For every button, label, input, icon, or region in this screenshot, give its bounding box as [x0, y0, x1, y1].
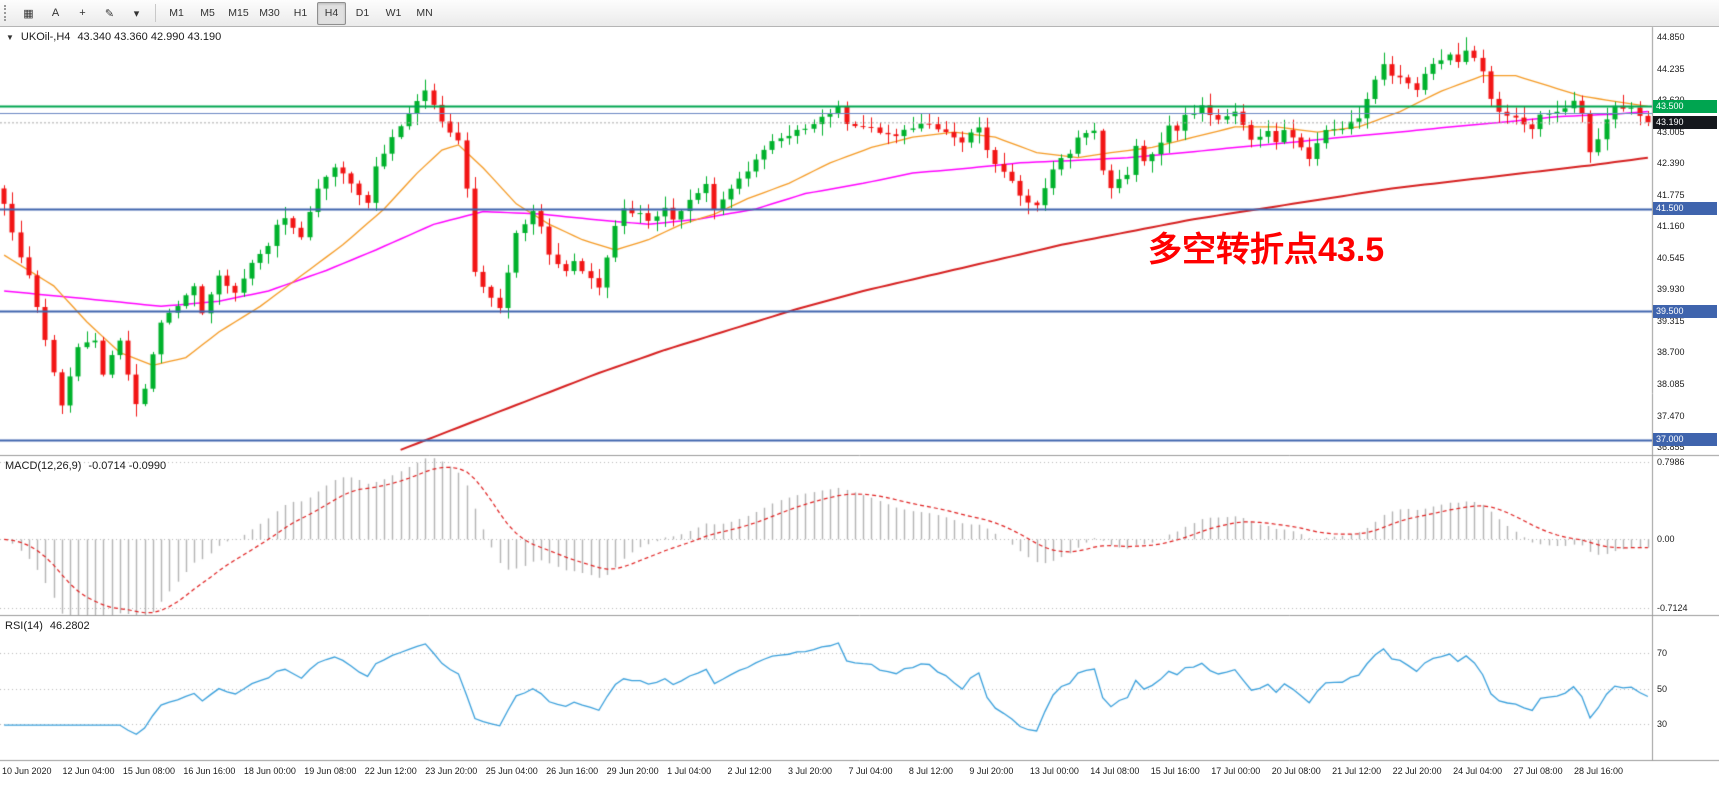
tool-buttons-group: ▦ A + ✎ ▾ — [16, 2, 149, 25]
level-price-badge: 37.000 — [1653, 433, 1717, 447]
time-axis-label: 3 Jul 20:00 — [788, 766, 833, 776]
time-axis-label: 25 Jun 04:00 — [485, 766, 538, 776]
time-axis-label: 27 Jul 08:00 — [1513, 766, 1563, 776]
toolbar: ▦ A + ✎ ▾ M1 M5 M15 M30 H1 H4 D1 W1 MN — [0, 0, 1719, 27]
macd-scale-label: 0.00 — [1657, 534, 1675, 545]
rsi-scale-label: 50 — [1657, 683, 1668, 694]
dropdown-arrow-icon[interactable]: ▾ — [133, 7, 140, 20]
rsi-scale-label: 30 — [1657, 719, 1668, 730]
ohlc-values: 43.340 43.360 42.990 43.190 — [77, 31, 222, 43]
time-axis-label: 29 Jun 20:00 — [606, 766, 659, 776]
time-axis-label: 15 Jun 08:00 — [122, 766, 175, 776]
price-scale-label: 42.390 — [1657, 158, 1685, 169]
macd-scale-label: 0.7986 — [1657, 456, 1685, 467]
time-axis-label: 1 Jul 04:00 — [667, 766, 712, 776]
timeframe-button-m1[interactable]: M1 — [169, 7, 184, 19]
timeframe-button-w1[interactable]: W1 — [385, 7, 402, 19]
time-axis-label: 10 Jun 2020 — [2, 766, 52, 776]
time-axis-label: 23 Jun 20:00 — [425, 766, 478, 776]
price-scale-label: 41.775 — [1657, 189, 1685, 200]
level-price-badge: 41.500 — [1653, 202, 1717, 216]
macd-scale-label: -0.7124 — [1657, 603, 1688, 614]
macd-values: -0.0714 -0.0990 — [88, 460, 167, 472]
collapse-arrow-icon[interactable]: ▼ — [6, 32, 14, 42]
time-axis-label: 8 Jul 12:00 — [908, 766, 953, 776]
price-scale-label: 44.235 — [1657, 63, 1685, 74]
time-axis-label: 20 Jul 08:00 — [1271, 766, 1321, 776]
rsi-name: RSI(14) — [5, 620, 43, 632]
toolbar-separator — [155, 4, 156, 22]
price-scale-label: 39.315 — [1657, 315, 1685, 326]
time-axis-label: 9 Jul 20:00 — [969, 766, 1014, 776]
price-scale-label: 40.545 — [1657, 252, 1685, 263]
price-scale-label: 44.850 — [1657, 32, 1685, 43]
time-axis-label: 21 Jul 12:00 — [1332, 766, 1382, 776]
time-axis-label: 13 Jul 00:00 — [1029, 766, 1079, 776]
price-scale-label: 36.855 — [1657, 442, 1685, 453]
text-annotation-tool[interactable]: A — [51, 7, 60, 19]
macd-name: MACD(12,26,9) — [5, 460, 82, 472]
rsi-scale-label: 70 — [1657, 647, 1668, 658]
timeframe-button-m30[interactable]: M30 — [259, 7, 280, 19]
time-axis-label: 7 Jul 04:00 — [848, 766, 893, 776]
time-axis-label: 26 Jun 16:00 — [546, 766, 599, 776]
time-axis-label: 22 Jun 12:00 — [364, 766, 417, 776]
timeframe-button-d1[interactable]: D1 — [355, 7, 370, 19]
symbol-name: UKOil-,H4 — [20, 31, 71, 43]
timeframe-buttons-group: M1 M5 M15 M30 H1 H4 D1 W1 MN — [162, 1, 439, 25]
rsi-value: 46.2802 — [49, 620, 90, 632]
price-scale-label: 38.700 — [1657, 347, 1685, 358]
bid-price-badge: 43.190 — [1653, 115, 1717, 129]
level-price-badge: 39.500 — [1653, 304, 1717, 318]
time-axis-label: 12 Jun 04:00 — [62, 766, 115, 776]
time-axis-label: 24 Jul 04:00 — [1453, 766, 1503, 776]
time-axis-label: 19 Jun 08:00 — [304, 766, 357, 776]
charts-grid-icon[interactable]: ▦ — [23, 7, 34, 20]
timeframe-button-m15[interactable]: M15 — [228, 7, 249, 19]
crosshair-icon[interactable]: + — [79, 7, 86, 19]
price-scale-label: 43.005 — [1657, 126, 1685, 137]
price-scale-label: 41.160 — [1657, 221, 1685, 232]
timeframe-button-m5[interactable]: M5 — [200, 7, 215, 19]
time-axis-label: 2 Jul 12:00 — [727, 766, 772, 776]
time-axis-label: 16 Jun 16:00 — [183, 766, 236, 776]
level-price-badge: 43.500 — [1653, 99, 1717, 113]
chart-text-annotation: 多空转折点43.5 — [1148, 231, 1385, 269]
symbol-ohlc-label: ▼ UKOil-,H4 43.340 43.360 42.990 43.190 — [6, 31, 221, 43]
rsi-indicator-label: RSI(14) 46.2802 — [5, 620, 90, 632]
price-scale-label: 37.470 — [1657, 410, 1685, 421]
timeframe-button-h4[interactable]: H4 — [317, 1, 346, 25]
price-scale-label: 38.085 — [1657, 379, 1685, 389]
time-axis-label: 17 Jul 00:00 — [1211, 766, 1261, 776]
timeframe-button-h1[interactable]: H1 — [293, 7, 308, 19]
timeframe-button-mn[interactable]: MN — [416, 7, 433, 19]
time-axis-label: 18 Jun 00:00 — [243, 766, 296, 776]
time-axis-label: 22 Jul 20:00 — [1392, 766, 1442, 776]
macd-indicator-label: MACD(12,26,9) -0.0714 -0.0990 — [5, 460, 166, 472]
time-axis-label: 15 Jul 16:00 — [1150, 766, 1200, 776]
price-scale-label: 39.930 — [1657, 284, 1685, 295]
time-axis-label: 14 Jul 08:00 — [1090, 766, 1140, 776]
time-axis-label: 28 Jul 16:00 — [1574, 766, 1624, 776]
toolbar-grip[interactable] — [4, 5, 10, 21]
draw-tools-icon[interactable]: ✎ — [104, 7, 115, 20]
